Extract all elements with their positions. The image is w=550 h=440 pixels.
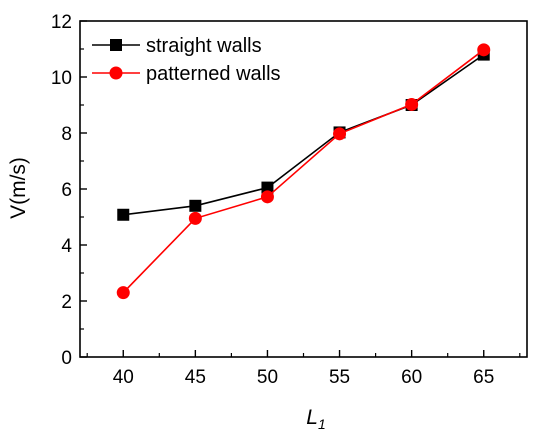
y-tick-label-3: 6 xyxy=(61,180,72,201)
x-tick-label-4: 60 xyxy=(401,367,422,388)
y-tick-label-2: 4 xyxy=(61,236,72,257)
x-tick-label-3: 55 xyxy=(329,367,350,388)
series-0-point-1 xyxy=(189,199,202,212)
legend-marker-1 xyxy=(109,66,123,80)
series-1-line xyxy=(122,49,485,294)
series-1-point-2 xyxy=(260,190,274,204)
x-tick-label-0: 40 xyxy=(113,367,134,388)
series-1-point-1 xyxy=(188,211,202,225)
legend-label-0: straight walls xyxy=(146,35,262,57)
series-layer xyxy=(116,43,491,300)
x-tick-label-1: 45 xyxy=(185,367,206,388)
series-0-line xyxy=(123,53,485,216)
y-axis-title: V(m/s) xyxy=(7,157,30,219)
y-tick-label-4: 8 xyxy=(61,124,72,145)
x-axis-title: L1 xyxy=(306,406,325,432)
x-axis-title-subscript: 1 xyxy=(318,416,326,432)
x-axis-title-main: L xyxy=(306,406,318,429)
series-1 xyxy=(116,43,491,300)
x-tick-label-5: 65 xyxy=(473,367,494,388)
series-0-point-2 xyxy=(261,181,274,194)
series-1-point-4 xyxy=(405,97,419,111)
y-tick-label-5: 10 xyxy=(51,68,72,89)
legend-label-1: patterned walls xyxy=(146,63,281,85)
y-tick-label-6: 12 xyxy=(51,12,72,33)
y-tick-label-0: 0 xyxy=(61,348,72,369)
series-0-point-0 xyxy=(117,208,130,221)
y-tick-label-1: 2 xyxy=(61,292,72,313)
series-1-point-5 xyxy=(477,43,491,57)
series-1-point-0 xyxy=(116,286,130,300)
axes: 0 2 4 6 8 10 12 40 45 50 55 60 65 xyxy=(51,12,528,388)
legend: straight walls patterned walls xyxy=(92,35,281,85)
x-tick-label-2: 50 xyxy=(257,367,278,388)
series-1-point-3 xyxy=(333,127,347,141)
legend-marker-0 xyxy=(110,39,122,51)
